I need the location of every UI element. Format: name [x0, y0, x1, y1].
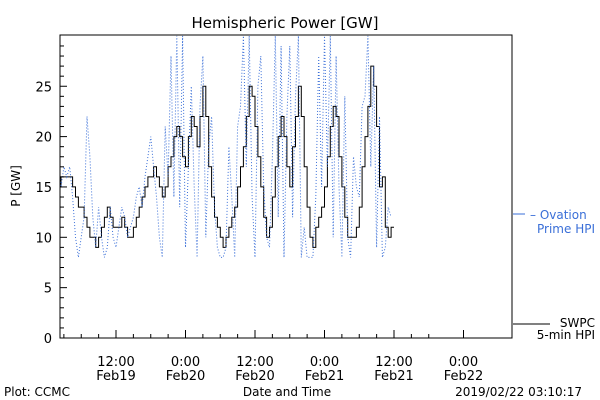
x-tick-time-label: 12:00 — [97, 355, 134, 370]
x-tick-date-label: Feb20 — [166, 369, 206, 384]
legend-label-swpc-line2: 5-min HPI — [537, 328, 595, 342]
x-tick-time-label: 12:00 — [236, 355, 273, 370]
footer-timestamp: 2019/02/22 03:10:17 — [455, 385, 582, 399]
legend-label-swpc-line1: SWPC — [560, 316, 595, 330]
y-tick-label: 25 — [35, 80, 52, 95]
y-tick-label: 10 — [35, 231, 52, 246]
x-tick-date-label: Feb22 — [444, 369, 484, 384]
x-axis-label: Date and Time — [243, 385, 331, 399]
footer-plot-credit: Plot: CCMC — [4, 385, 70, 399]
y-tick-label: 5 — [44, 282, 52, 297]
x-tick-time-label: 0:00 — [171, 355, 200, 370]
y-axis: 0 5 10 15 20 25 — [35, 45, 67, 347]
y-tick-label: 20 — [35, 131, 52, 146]
plot-lines — [60, 35, 394, 258]
x-tick-time-label: 12:00 — [375, 355, 412, 370]
series-line-swpc-hpi — [60, 65, 394, 248]
x-tick-date-label: Feb21 — [374, 369, 414, 384]
x-tick-time-label: 0:00 — [449, 355, 478, 370]
series-line-ovation-prime-hpi — [60, 35, 392, 258]
y-tick-label: 0 — [44, 332, 52, 347]
x-tick-date-label: Feb20 — [235, 369, 275, 384]
x-tick-date-label: Feb21 — [305, 369, 345, 384]
legend-label-ovation-line1: – Ovation — [530, 208, 587, 222]
legend-label-ovation-line2: Prime HPI — [537, 222, 595, 236]
x-axis: 12:00Feb190:00Feb2012:00Feb200:00Feb2112… — [63, 330, 484, 384]
x-tick-time-label: 0:00 — [310, 355, 339, 370]
y-tick-label: 15 — [35, 181, 52, 196]
chart-title: Hemispheric Power [GW] — [192, 14, 379, 32]
y-axis-label: P [GW] — [9, 165, 23, 207]
x-tick-date-label: Feb19 — [96, 369, 136, 384]
plot-frame — [59, 34, 513, 339]
